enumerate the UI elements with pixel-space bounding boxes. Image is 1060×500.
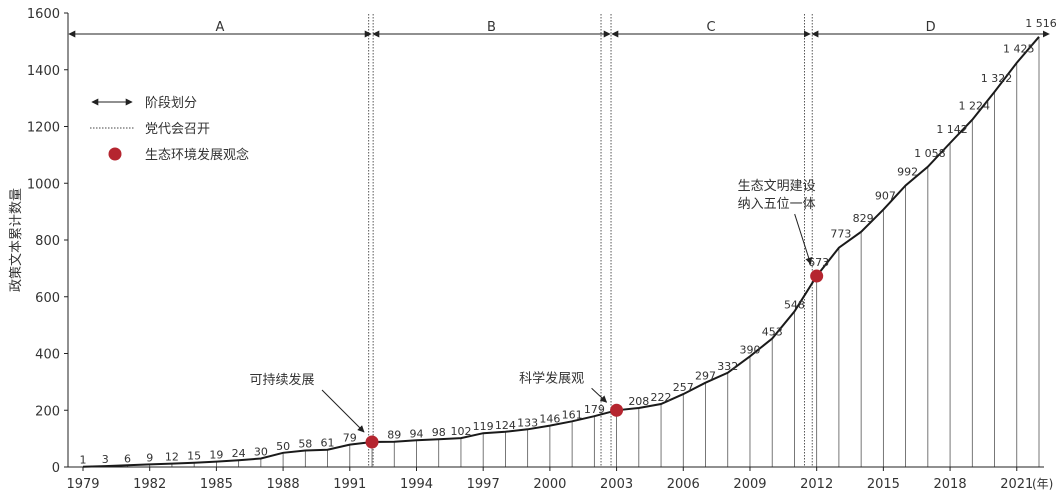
concept-point-1992 (365, 435, 379, 449)
x-tick-label: 2009 (733, 477, 766, 492)
phase-layer: A B C D (68, 14, 1050, 467)
value-label-1979: 1 (80, 454, 87, 467)
concept-label-2012: 生态文明建设 (738, 179, 816, 194)
value-label-1984: 15 (187, 450, 201, 463)
x-tick-label: 2012 (800, 477, 833, 492)
x-tick-label: 2000 (533, 477, 566, 492)
value-label-2013: 773 (830, 228, 851, 241)
concept-arrow-1992 (321, 389, 365, 433)
x-tick-label: 1985 (200, 477, 233, 492)
y-axis-title: 政策文本累计数量 (8, 188, 24, 292)
value-label-2000: 146 (539, 413, 560, 426)
y-tick-label: 400 (35, 348, 60, 363)
concept-point-2003 (610, 403, 624, 417)
x-tick-label: 1994 (400, 477, 433, 492)
x-tick-label: 1988 (267, 477, 300, 492)
value-label-1990: 61 (321, 437, 335, 450)
value-label-1980: 3 (102, 453, 109, 466)
y-tick-label: 200 (35, 404, 60, 419)
value-label-2002: 179 (584, 403, 605, 416)
cumulative-line (82, 36, 1040, 468)
value-label-2019: 1 224 (959, 100, 991, 113)
value-label-2017: 1 058 (914, 147, 946, 160)
value-label-1983: 12 (165, 451, 179, 464)
x-tick-label: 1991 (333, 477, 366, 492)
value-label-1985: 19 (209, 449, 223, 462)
value-label-1988: 50 (276, 440, 290, 453)
value-label-2007: 297 (695, 370, 716, 383)
phase-label-B: B (487, 20, 496, 35)
x-tick-label: 2015 (867, 477, 900, 492)
legend-label: 阶段划分 (145, 96, 197, 111)
value-label-1996: 102 (450, 425, 471, 438)
value-label-1981: 6 (124, 452, 131, 465)
y-tick-label: 1200 (27, 121, 60, 136)
x-tick-label: 1979 (66, 477, 99, 492)
concept-label-1992: 可持续发展 (250, 372, 315, 388)
legend-label: 党代会召开 (145, 122, 210, 137)
value-label-2004: 208 (628, 395, 649, 408)
y-tick-label: 1000 (27, 177, 60, 192)
concept-point-2012 (810, 269, 824, 283)
value-label-2016: 992 (897, 166, 918, 179)
value-label-1994: 94 (409, 427, 423, 440)
value-label-2011: 548 (784, 299, 805, 312)
value-label-1987: 30 (254, 445, 268, 458)
value-label-2010: 453 (762, 325, 783, 338)
value-label-1982: 9 (146, 451, 153, 464)
value-label-2020: 1 322 (981, 72, 1013, 85)
value-label-layer: 1 3 6 9 12 15 19 24 30 50 58 61 79 89 94 98 102 119 124 133… (80, 17, 1057, 467)
value-label-1999: 133 (517, 416, 538, 429)
x-tick-label: 2018 (934, 477, 967, 492)
value-label-1986: 24 (232, 447, 246, 460)
x-axis-unit: (年) (1032, 477, 1053, 491)
value-label-2018: 1 142 (936, 123, 968, 136)
concept-label-2012: 纳入五位一体 (738, 197, 816, 212)
value-label-2006: 257 (673, 381, 694, 394)
value-label-2021: 1 425 (1003, 43, 1035, 56)
value-label-1991: 79 (343, 432, 357, 445)
concept-arrow-2012 (794, 213, 813, 265)
value-label-2014: 829 (853, 212, 874, 225)
x-tick-label: 1997 (467, 477, 500, 492)
value-label-2012: 673 (808, 256, 829, 269)
value-label-2022: 1 516 (1025, 17, 1057, 30)
phase-label-D: D (926, 20, 936, 35)
bar-layer (82, 36, 1040, 467)
concept-arrow-2003 (591, 387, 608, 403)
y-tick-label: 600 (35, 291, 60, 306)
value-label-2015: 907 (875, 190, 896, 203)
y-tick-label: 1400 (27, 64, 60, 79)
x-tick-label: 1982 (133, 477, 166, 492)
value-label-1998: 124 (495, 419, 516, 432)
legend-label: 生态环境发展观念 (145, 147, 249, 163)
value-label-1997: 119 (473, 420, 494, 433)
legend-dot-symbol (108, 147, 122, 161)
value-label-2005: 222 (651, 391, 672, 404)
y-tick-label: 800 (35, 234, 60, 249)
value-label-2009: 390 (739, 343, 760, 356)
phase-label-C: C (707, 20, 716, 35)
x-tick-label: 2006 (667, 477, 700, 492)
value-label-1989: 58 (298, 438, 312, 451)
concept-label-2003: 科学发展观 (519, 370, 584, 386)
x-tick-label: 2021 (1000, 477, 1033, 492)
y-tick-label: 0 (52, 461, 60, 476)
series-layer (82, 36, 1040, 468)
value-label-1995: 98 (432, 426, 446, 439)
x-tick-label: 2003 (600, 477, 633, 492)
value-label-1993: 89 (387, 429, 401, 442)
phase-label-A: A (216, 20, 225, 35)
value-label-2001: 161 (562, 408, 583, 421)
value-label-2008: 332 (717, 360, 738, 373)
y-tick-label: 1600 (27, 7, 60, 22)
